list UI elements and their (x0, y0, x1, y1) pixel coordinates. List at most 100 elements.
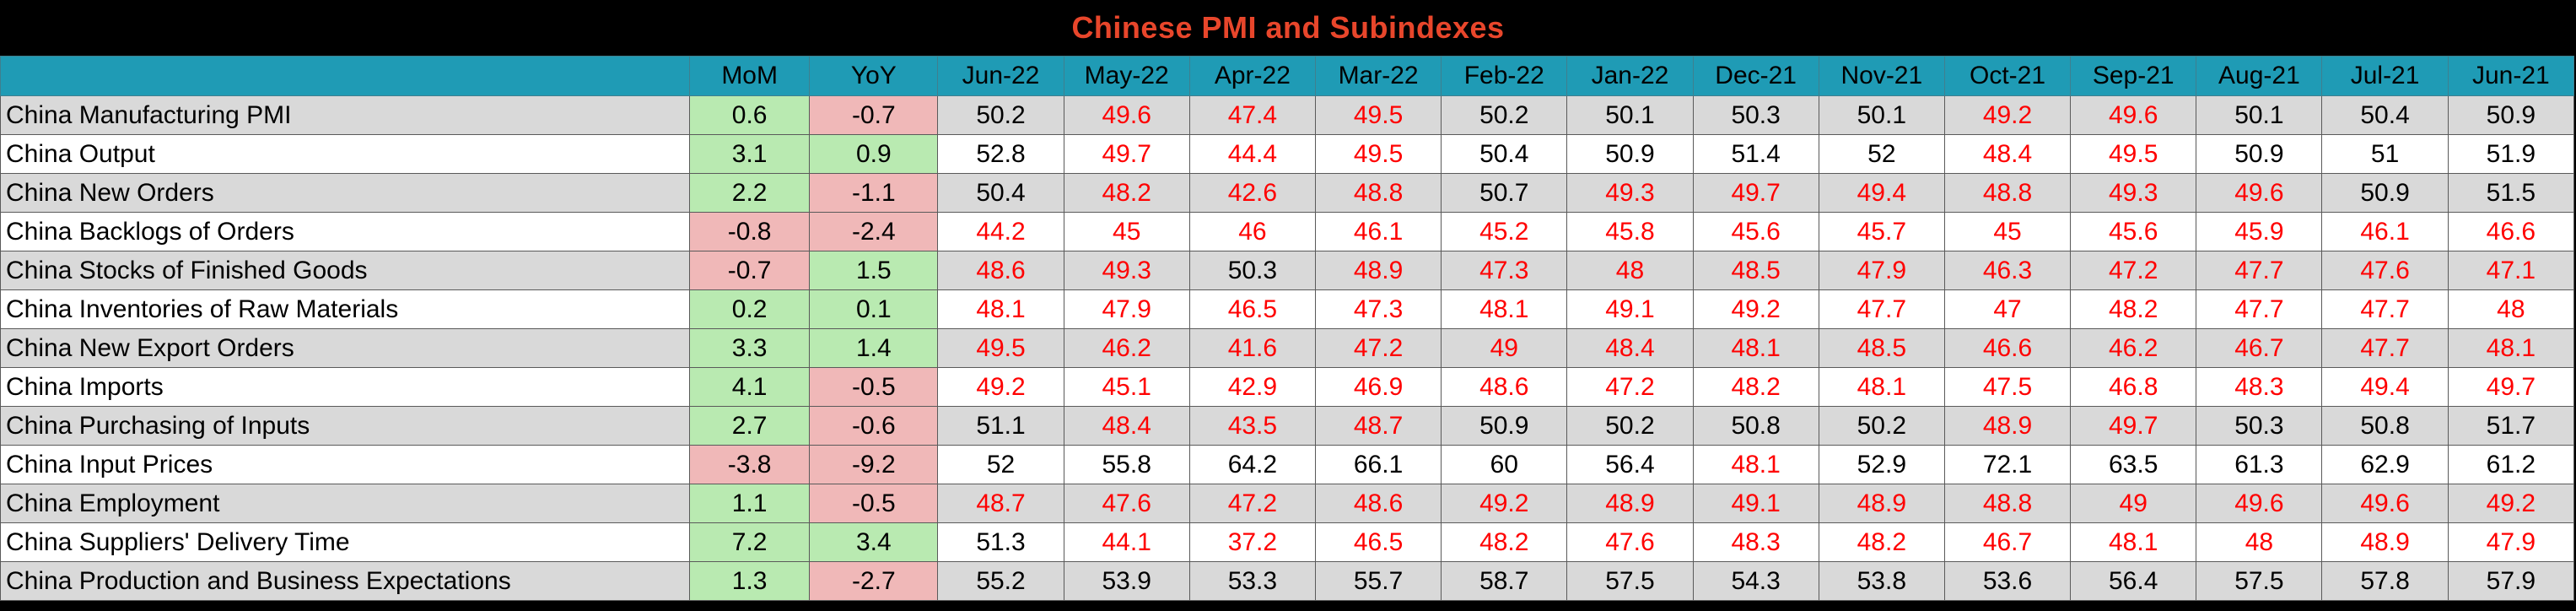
pmi-table: MoM YoY Jun-22 May-22 Apr-22 Mar-22 Feb-22 Jan-… (0, 56, 2575, 601)
pmi-value-cell: 49.5 (1314, 134, 1442, 174)
pmi-value-cell: 49.2 (2447, 484, 2575, 523)
column-header: Jul-21 (2321, 56, 2449, 96)
pmi-value-cell: 48.1 (2447, 328, 2575, 368)
pmi-value-cell: 51.3 (937, 522, 1064, 562)
pmi-value-cell: 48.1 (1692, 445, 1819, 484)
pmi-value-cell: 48.5 (1818, 328, 1945, 368)
pmi-value-cell: 47.3 (1314, 289, 1442, 329)
pmi-value-cell: 50.3 (1188, 251, 1316, 290)
pmi-value-cell: 47.7 (2196, 289, 2323, 329)
pmi-value-cell: 52.8 (937, 134, 1064, 174)
pmi-value-cell: 50.8 (1692, 406, 1819, 446)
table-row: China Stocks of Finished Goods -0.7 1.5 48.… (0, 251, 2575, 290)
pmi-value-cell: 61.3 (2196, 445, 2323, 484)
pmi-value-cell: 44.2 (937, 212, 1064, 251)
column-header: YoY (809, 56, 939, 96)
pmi-value-cell: 47.9 (1063, 289, 1190, 329)
column-header: Jun-22 (937, 56, 1064, 96)
pmi-value-cell: 46.3 (1943, 251, 2072, 290)
pmi-value-cell: 50.1 (1566, 95, 1694, 135)
pmi-value-cell: 49.3 (1566, 173, 1694, 213)
row-label: China Purchasing of Inputs (0, 406, 691, 446)
pmi-value-cell: 42.9 (1188, 367, 1316, 407)
pmi-value-cell: 49.6 (2321, 484, 2449, 523)
row-label: China Production and Business Expectatio… (0, 561, 691, 601)
pmi-value-cell: 56.4 (2070, 561, 2197, 601)
pmi-value-cell: 49.6 (1063, 95, 1190, 135)
pmi-value-cell: 57.5 (1566, 561, 1694, 601)
pmi-value-cell: 61.2 (2447, 445, 2575, 484)
pmi-value-cell: 47.4 (1188, 95, 1316, 135)
column-header: Jan-22 (1566, 56, 1694, 96)
pmi-value-cell: 53.3 (1188, 561, 1316, 601)
pmi-value-cell: 53.6 (1943, 561, 2072, 601)
pmi-value-cell: 48.8 (1314, 173, 1442, 213)
column-header: MoM (689, 56, 811, 96)
column-header: Feb-22 (1441, 56, 1568, 96)
pmi-value-cell: 48.2 (1063, 173, 1190, 213)
pmi-value-cell: 48.1 (1692, 328, 1819, 368)
yoy-change-cell: 1.5 (809, 251, 939, 290)
pmi-value-cell: 47.3 (1441, 251, 1568, 290)
pmi-value-cell: 47.9 (2447, 522, 2575, 562)
column-header: May-22 (1063, 56, 1190, 96)
pmi-value-cell: 47.5 (1943, 367, 2072, 407)
pmi-value-cell: 46 (1188, 212, 1316, 251)
column-header: Oct-21 (1943, 56, 2072, 96)
pmi-value-cell: 46.5 (1314, 522, 1442, 562)
pmi-value-cell: 50.9 (1566, 134, 1694, 174)
yoy-change-cell: -0.5 (809, 367, 939, 407)
pmi-value-cell: 72.1 (1943, 445, 2072, 484)
pmi-value-cell: 49.2 (1943, 95, 2072, 135)
pmi-value-cell: 45.2 (1441, 212, 1568, 251)
pmi-value-cell: 62.9 (2321, 445, 2449, 484)
column-header: Jun-21 (2447, 56, 2575, 96)
pmi-value-cell: 45.7 (1818, 212, 1945, 251)
pmi-value-cell: 48.9 (2321, 522, 2449, 562)
pmi-value-cell: 51.5 (2447, 173, 2575, 213)
pmi-value-cell: 51.4 (1692, 134, 1819, 174)
pmi-value-cell: 48.9 (1314, 251, 1442, 290)
yoy-change-cell: -9.2 (809, 445, 939, 484)
pmi-value-cell: 44.4 (1188, 134, 1316, 174)
row-label: China New Export Orders (0, 328, 691, 368)
pmi-value-cell: 50.2 (937, 95, 1064, 135)
mom-change-cell: -3.8 (689, 445, 811, 484)
yoy-change-cell: -0.6 (809, 406, 939, 446)
pmi-value-cell: 48.2 (1692, 367, 1819, 407)
pmi-value-cell: 48 (1566, 251, 1694, 290)
pmi-value-cell: 52 (1818, 134, 1945, 174)
pmi-value-cell: 47.6 (1063, 484, 1190, 523)
header-row: MoM YoY Jun-22 May-22 Apr-22 Mar-22 Feb-22 Jan-… (0, 56, 2575, 96)
pmi-value-cell: 48.9 (1566, 484, 1694, 523)
pmi-value-cell: 43.5 (1188, 406, 1316, 446)
pmi-value-cell: 57.9 (2447, 561, 2575, 601)
pmi-value-cell: 48.8 (1943, 173, 2072, 213)
row-label: China New Orders (0, 173, 691, 213)
pmi-value-cell: 45 (1063, 212, 1190, 251)
column-header: Apr-22 (1188, 56, 1316, 96)
mom-change-cell: 0.6 (689, 95, 811, 135)
row-label: China Output (0, 134, 691, 174)
table-row: China Suppliers' Delivery Time 7.2 3.4 51.3… (0, 522, 2575, 562)
pmi-value-cell: 47.7 (2321, 328, 2449, 368)
pmi-value-cell: 50.3 (1692, 95, 1819, 135)
pmi-value-cell: 48.3 (2196, 367, 2323, 407)
pmi-value-cell: 60 (1441, 445, 1568, 484)
pmi-value-cell: 46.6 (1943, 328, 2072, 368)
pmi-value-cell: 49.7 (1692, 173, 1819, 213)
row-label: China Inventories of Raw Materials (0, 289, 691, 329)
table-row: China Production and Business Expectatio… (0, 561, 2575, 601)
pmi-value-cell: 53.9 (1063, 561, 1190, 601)
pmi-value-cell: 55.7 (1314, 561, 1442, 601)
pmi-value-cell: 50.9 (1441, 406, 1568, 446)
row-label: China Backlogs of Orders (0, 212, 691, 251)
pmi-value-cell: 54.3 (1692, 561, 1819, 601)
pmi-value-cell: 66.1 (1314, 445, 1442, 484)
pmi-value-cell: 50.1 (1818, 95, 1945, 135)
pmi-value-cell: 48.6 (937, 251, 1064, 290)
row-label: China Employment (0, 484, 691, 523)
pmi-value-cell: 48.2 (1441, 522, 1568, 562)
pmi-value-cell: 48.4 (1943, 134, 2072, 174)
pmi-value-cell: 47.2 (1566, 367, 1694, 407)
